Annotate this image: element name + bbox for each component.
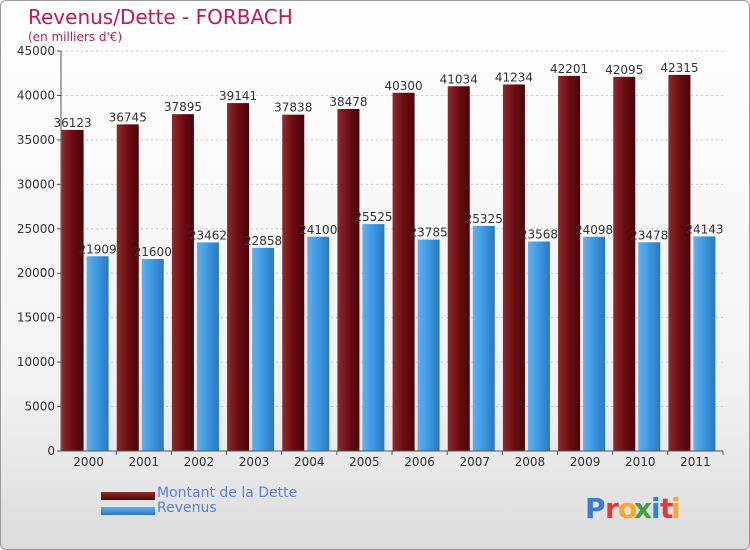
bar-revenus — [196, 242, 219, 451]
bar-revenus — [307, 236, 330, 451]
data-label: 40300 — [384, 79, 422, 93]
legend-label-dette: Montant de la Dette — [157, 485, 298, 501]
data-label: 36123 — [53, 116, 91, 130]
x-tick-label: 2010 — [625, 455, 656, 469]
bar-dette — [668, 74, 691, 451]
y-tick-label: 45000 — [17, 44, 55, 58]
bar-revenus — [527, 241, 550, 451]
bar-dette — [61, 129, 84, 451]
logo-letter: i — [651, 492, 661, 525]
data-label: 42095 — [605, 63, 643, 77]
x-tick-label: 2002 — [184, 455, 215, 469]
bar-dette — [447, 86, 470, 452]
y-tick-label: 10000 — [17, 355, 55, 369]
data-label: 42315 — [660, 61, 698, 75]
x-tick-label: 2001 — [128, 455, 159, 469]
logo-letter: x — [634, 492, 652, 525]
x-tick-label: 2011 — [680, 455, 711, 469]
y-tick-label: 25000 — [17, 222, 55, 236]
x-tick-label: 2004 — [294, 455, 325, 469]
legend-swatch-dette — [101, 492, 155, 500]
bar-dette — [116, 124, 139, 451]
data-label: 41234 — [495, 70, 533, 84]
bar-dette — [558, 75, 581, 451]
bar-dette — [502, 84, 525, 451]
bar-revenus — [252, 247, 275, 451]
data-label: 39141 — [219, 89, 257, 103]
y-tick-label: 30000 — [17, 177, 55, 191]
x-tick-label: 2003 — [239, 455, 270, 469]
x-tick-label: 2005 — [349, 455, 380, 469]
x-tick-label: 2007 — [459, 455, 490, 469]
data-label: 24100 — [299, 223, 337, 237]
data-label: 41034 — [440, 72, 478, 86]
data-label: 24143 — [685, 222, 723, 236]
grid-lines — [61, 50, 723, 452]
data-label: 38478 — [329, 95, 367, 109]
data-label: 37895 — [164, 100, 202, 114]
bar-revenus — [362, 224, 385, 451]
legend-label-revenus: Revenus — [157, 500, 217, 516]
bar-revenus — [472, 225, 495, 451]
y-tick-label: 5000 — [24, 400, 55, 414]
axes: 0 5000 10000 15000 20000 25000 30000 35000 40000… — [17, 44, 724, 469]
chart-subtitle: (en milliers d'€) — [28, 30, 123, 44]
bar-dette — [282, 114, 305, 451]
data-label: 22858 — [244, 234, 282, 248]
bar-dette — [392, 92, 415, 452]
x-tick-label: 2006 — [404, 455, 435, 469]
bar-revenus — [417, 239, 440, 451]
bar-revenus — [86, 256, 109, 451]
logo-letter: r — [605, 492, 619, 525]
data-label: 23478 — [630, 228, 668, 242]
data-label: 36745 — [109, 110, 147, 124]
x-tick-label: 2000 — [73, 455, 104, 469]
data-label: 23462 — [189, 228, 227, 242]
bar-revenus — [638, 242, 661, 451]
data-label: 21600 — [134, 245, 172, 259]
data-label: 37838 — [274, 101, 312, 115]
data-label: 23568 — [520, 228, 558, 242]
logo-letter: t — [660, 492, 673, 525]
data-label: 42201 — [550, 62, 588, 76]
bar-revenus — [141, 259, 164, 451]
y-tick-label: 35000 — [17, 133, 55, 147]
chart-title: Revenus/Dette - FORBACH — [28, 5, 293, 29]
logo-letter: o — [618, 492, 637, 525]
bar-dette — [171, 114, 194, 452]
legend-swatch-revenus — [101, 507, 155, 515]
y-tick-label: 40000 — [17, 88, 55, 102]
value-labels: 36123 21909 36745 21600 37895 23462 39141 22858… — [53, 61, 723, 259]
x-tick-label: 2009 — [570, 455, 601, 469]
bar-revenus — [693, 236, 716, 451]
x-tick-label: 2008 — [515, 455, 546, 469]
bar-dette — [337, 108, 360, 452]
data-label: 23785 — [409, 226, 447, 240]
bars — [61, 74, 716, 452]
bar-dette — [613, 76, 636, 452]
data-label: 21909 — [78, 242, 116, 256]
logo-letter: P — [585, 492, 606, 525]
bar-revenus — [583, 236, 606, 451]
y-tick-label: 20000 — [17, 266, 55, 280]
data-label: 25525 — [354, 210, 392, 224]
bar-dette — [227, 103, 250, 451]
logo-letter: i — [671, 492, 681, 525]
y-tick-label: 0 — [47, 444, 55, 458]
data-label: 24098 — [575, 223, 613, 237]
data-label: 25325 — [465, 212, 503, 226]
y-tick-label: 15000 — [17, 311, 55, 325]
